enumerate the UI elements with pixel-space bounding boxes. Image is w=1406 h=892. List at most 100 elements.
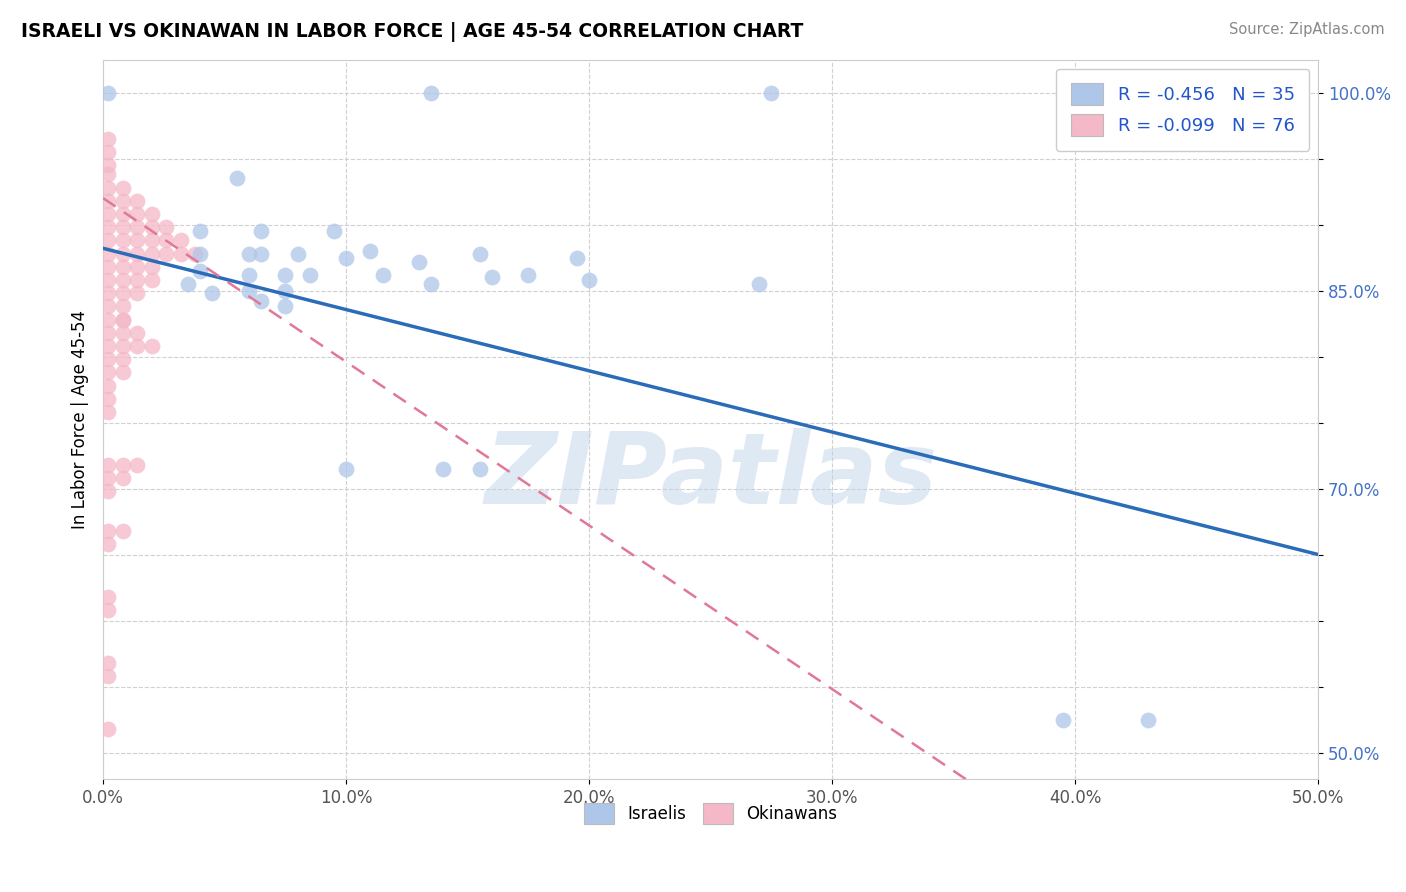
- Point: [97, 378, 120, 392]
- Point: [111, 286, 134, 301]
- Point: [250, 246, 273, 260]
- Point: [97, 145, 120, 159]
- Point: [468, 246, 491, 260]
- Point: [274, 300, 297, 314]
- Point: [250, 294, 273, 309]
- Point: [97, 207, 120, 221]
- Point: [127, 194, 149, 208]
- Point: [371, 268, 394, 282]
- Point: [155, 234, 177, 248]
- Point: [127, 234, 149, 248]
- Point: [748, 277, 770, 291]
- Point: [111, 312, 134, 326]
- Point: [97, 168, 120, 182]
- Point: [111, 194, 134, 208]
- Point: [565, 251, 588, 265]
- Point: [111, 246, 134, 260]
- Point: [141, 260, 163, 274]
- Point: [97, 260, 120, 274]
- Point: [359, 244, 381, 258]
- Point: [97, 326, 120, 340]
- Point: [97, 365, 120, 379]
- Point: [111, 273, 134, 287]
- Point: [481, 270, 503, 285]
- Point: [287, 246, 309, 260]
- Y-axis label: In Labor Force | Age 45-54: In Labor Force | Age 45-54: [72, 310, 89, 529]
- Point: [97, 458, 120, 472]
- Point: [111, 300, 134, 314]
- Point: [111, 312, 134, 326]
- Point: [155, 220, 177, 235]
- Point: [111, 339, 134, 353]
- Point: [468, 462, 491, 476]
- Point: [225, 171, 247, 186]
- Point: [127, 458, 149, 472]
- Point: [170, 246, 193, 260]
- Point: [97, 537, 120, 551]
- Point: [97, 669, 120, 683]
- Point: [111, 207, 134, 221]
- Point: [188, 246, 211, 260]
- Point: [97, 180, 120, 194]
- Point: [141, 339, 163, 353]
- Text: ZIPatlas: ZIPatlas: [484, 428, 938, 525]
- Point: [111, 326, 134, 340]
- Point: [335, 251, 357, 265]
- Point: [127, 286, 149, 301]
- Point: [335, 462, 357, 476]
- Point: [97, 246, 120, 260]
- Point: [420, 86, 443, 100]
- Point: [111, 458, 134, 472]
- Point: [274, 268, 297, 282]
- Point: [111, 220, 134, 235]
- Point: [170, 234, 193, 248]
- Point: [1052, 713, 1074, 727]
- Point: [323, 224, 346, 238]
- Point: [97, 656, 120, 670]
- Point: [97, 234, 120, 248]
- Point: [141, 220, 163, 235]
- Point: [127, 326, 149, 340]
- Point: [127, 339, 149, 353]
- Point: [97, 524, 120, 538]
- Point: [97, 132, 120, 146]
- Point: [184, 246, 207, 260]
- Point: [408, 254, 430, 268]
- Point: [188, 264, 211, 278]
- Point: [1125, 86, 1147, 100]
- Point: [111, 234, 134, 248]
- Point: [238, 268, 260, 282]
- Point: [97, 352, 120, 367]
- Point: [111, 352, 134, 367]
- Point: [141, 273, 163, 287]
- Point: [97, 86, 120, 100]
- Point: [111, 471, 134, 485]
- Point: [250, 224, 273, 238]
- Point: [201, 286, 224, 301]
- Point: [97, 220, 120, 235]
- Point: [97, 484, 120, 499]
- Point: [97, 722, 120, 736]
- Point: [141, 246, 163, 260]
- Point: [97, 194, 120, 208]
- Point: [97, 471, 120, 485]
- Text: Source: ZipAtlas.com: Source: ZipAtlas.com: [1229, 22, 1385, 37]
- Point: [274, 284, 297, 298]
- Point: [97, 339, 120, 353]
- Point: [155, 246, 177, 260]
- Point: [97, 392, 120, 406]
- Point: [517, 268, 540, 282]
- Point: [127, 220, 149, 235]
- Point: [111, 365, 134, 379]
- Point: [420, 277, 443, 291]
- Point: [97, 603, 120, 617]
- Point: [97, 273, 120, 287]
- Legend: Israelis, Okinawans: Israelis, Okinawans: [572, 792, 849, 835]
- Point: [97, 158, 120, 172]
- Point: [97, 312, 120, 326]
- Point: [127, 207, 149, 221]
- Point: [127, 260, 149, 274]
- Point: [141, 207, 163, 221]
- Point: [97, 590, 120, 604]
- Point: [761, 86, 783, 100]
